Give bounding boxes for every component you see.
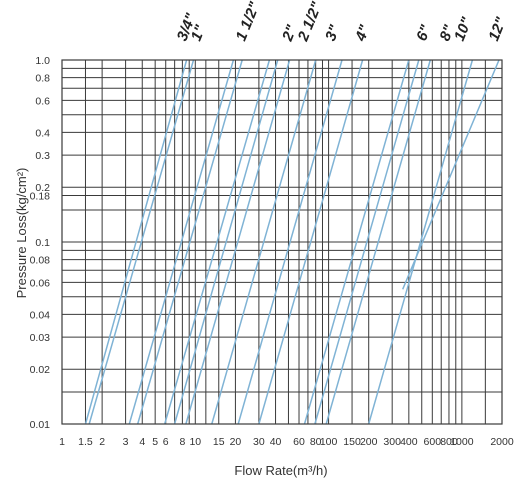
series-line [88, 59, 195, 425]
x-tick-label: 2000 [490, 436, 514, 448]
series-line [173, 59, 279, 425]
x-tick-label: 40 [270, 436, 282, 448]
series-line [303, 59, 410, 425]
y-tick-label: 0.02 [30, 364, 51, 376]
x-axis-title: Flow Rate(m³/h) [234, 463, 327, 478]
y-tick-label: 1.0 [35, 55, 50, 67]
x-tick-label: 6 [163, 436, 169, 448]
series-line [314, 59, 420, 425]
series-line [325, 59, 432, 425]
series-line [128, 59, 235, 425]
pipe-size-label: 8" [436, 22, 458, 44]
x-tick-label: 5 [152, 436, 158, 448]
pipe-size-label: 10" [451, 14, 476, 43]
y-tick-label: 0.6 [35, 95, 50, 107]
x-tick-label: 80 [310, 436, 322, 448]
y-tick-label: 0.06 [30, 277, 51, 289]
series-line [84, 59, 188, 425]
pipe-size-label: 1" [188, 22, 210, 44]
x-tick-label: 100 [320, 436, 338, 448]
x-tick-label: 2 [99, 436, 105, 448]
y-tick-label: 0.3 [35, 150, 50, 162]
y-tick-label: 0.18 [30, 191, 51, 203]
series-line [211, 59, 317, 425]
pipe-size-labels: 3/4"1" 1 1/2" 2"2 1/2"3" 4" 6" 8"10" 12" [174, 0, 511, 44]
x-tick-label: 400 [400, 436, 418, 448]
y-tick-label: 0.4 [35, 127, 50, 139]
x-tick-label: 1 [59, 436, 65, 448]
y-tick-labels: 1.0 0.8 0.6 0.4 0.3 0.20.18 0.1 0.08 0.06 0.04 0.0… [30, 55, 51, 431]
y-tick-label: 0.03 [30, 332, 51, 344]
x-tick-label: 4 [139, 436, 145, 448]
series-line [402, 59, 500, 290]
x-tick-label: 20 [230, 436, 242, 448]
y-axis-title: Pressure Loss(kg/cm²) [14, 168, 29, 299]
y-tick-label: 0.04 [30, 309, 51, 321]
x-tick-label: 8 [179, 436, 185, 448]
x-tick-label: 1.5 [78, 436, 93, 448]
x-tick-label: 60 [293, 436, 305, 448]
series-line [367, 59, 474, 425]
x-tick-label: 300 [383, 436, 401, 448]
x-tick-label: 150 [343, 436, 361, 448]
x-tick-label: 3 [123, 436, 129, 448]
y-tick-label: 0.8 [35, 73, 50, 85]
pipe-size-label: 4" [352, 22, 374, 44]
x-tick-label: 600 [424, 436, 442, 448]
series-line [185, 59, 291, 425]
y-tick-label: 0.1 [35, 237, 50, 249]
x-tick-label: 1000 [450, 436, 474, 448]
plot-frame [61, 59, 503, 425]
series-line [237, 59, 343, 425]
x-tick-label: 10 [189, 436, 201, 448]
plot-border [61, 59, 503, 425]
x-tick-label: 200 [360, 436, 378, 448]
grid [61, 59, 503, 425]
y-tick-label: 0.01 [30, 419, 51, 431]
x-tick-label: 30 [253, 436, 265, 448]
pipe-size-label: 6" [413, 22, 435, 44]
series-line [136, 59, 243, 425]
y-tick-label: 0.2 [35, 182, 50, 194]
x-tick-label: 800 [440, 436, 458, 448]
pipe-size-label: 12" [485, 14, 510, 43]
series-line [163, 59, 271, 425]
series-lines [84, 59, 500, 425]
pipe-size-label: 1 1/2" [233, 0, 264, 43]
series-line [258, 59, 364, 425]
x-tick-label: 15 [213, 436, 225, 448]
y-tick-label: 0.08 [30, 255, 51, 267]
pipe-size-label: 2" [279, 22, 301, 44]
pipe-size-label: 3" [322, 22, 344, 44]
